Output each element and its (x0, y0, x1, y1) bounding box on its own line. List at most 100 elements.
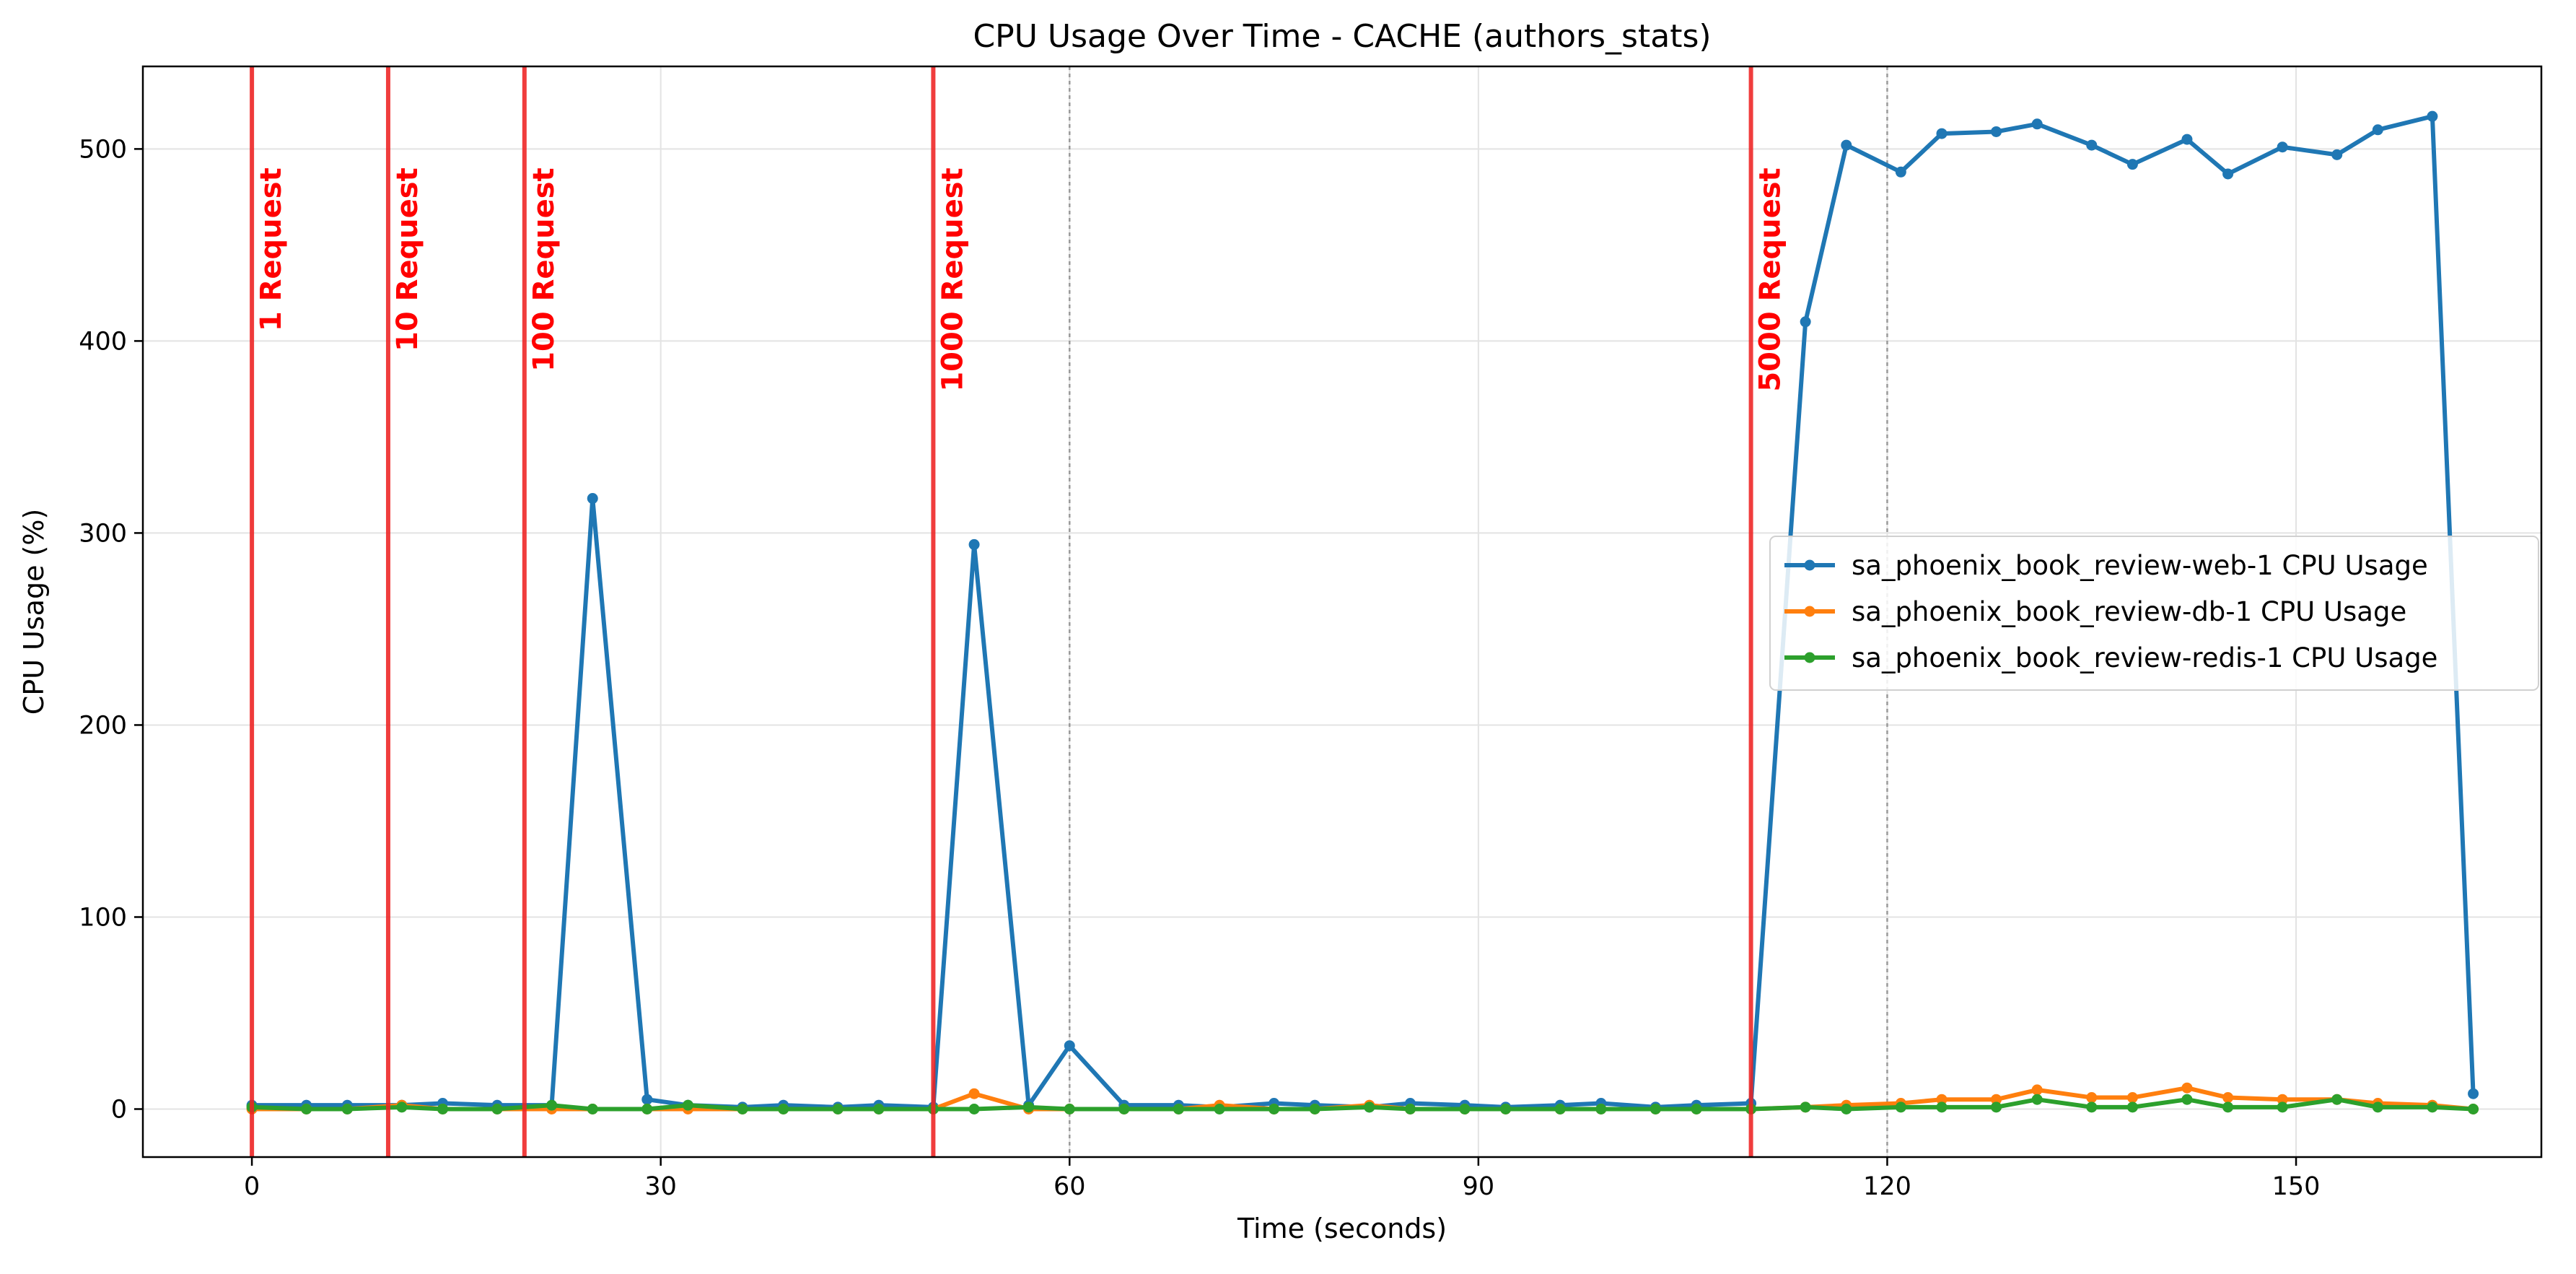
data-point (1023, 1101, 1035, 1113)
data-point (1895, 166, 1906, 178)
data-point (1459, 1103, 1471, 1114)
data-point (1269, 1103, 1280, 1114)
data-point (546, 1099, 558, 1111)
data-point (1118, 1103, 1130, 1114)
data-point (341, 1103, 353, 1114)
data-point (2277, 1101, 2288, 1113)
data-point (1991, 126, 2002, 137)
data-point (778, 1103, 789, 1114)
y-tick-label: 300 (79, 519, 127, 548)
data-point (2331, 1094, 2343, 1105)
data-point (2086, 1092, 2098, 1104)
event-marker-label: 5000 Request (1754, 167, 1787, 391)
series-redis (246, 1094, 2479, 1114)
data-point (587, 493, 598, 505)
data-point (301, 1103, 312, 1114)
data-point (1841, 1103, 1852, 1114)
x-tick-label: 150 (2272, 1172, 2321, 1201)
data-point (1309, 1103, 1320, 1114)
data-point (2222, 1101, 2234, 1113)
data-point (2468, 1088, 2479, 1099)
data-point (1800, 1101, 1811, 1113)
data-point (437, 1103, 448, 1114)
data-point (641, 1094, 653, 1105)
data-point (2126, 1101, 2138, 1113)
legend-item: sa_phoenix_book_review-db-1 CPU Usage (1784, 596, 2406, 627)
legend-marker (1804, 559, 1815, 571)
legend-label: sa_phoenix_book_review-db-1 CPU Usage (1852, 596, 2406, 627)
data-point (2277, 141, 2288, 153)
data-point (1650, 1103, 1661, 1114)
data-point (2222, 1092, 2234, 1104)
data-point (2031, 1084, 2043, 1096)
data-point (2086, 139, 2098, 151)
data-point (2331, 149, 2343, 160)
data-point (737, 1103, 748, 1114)
data-point (2126, 1092, 2138, 1104)
data-point (2468, 1103, 2479, 1114)
event-markers: 1 Request 10 Request 100 Request 1000 Reque… (250, 66, 1787, 1157)
data-point (491, 1103, 503, 1114)
y-tick-label: 200 (79, 711, 127, 740)
data-point (968, 1088, 980, 1099)
data-point (2372, 124, 2383, 136)
data-point (1841, 139, 1852, 151)
data-point (1991, 1094, 2002, 1105)
data-point (1554, 1103, 1566, 1114)
data-point (1691, 1103, 1702, 1114)
legend-box (1769, 536, 2539, 691)
data-point (2031, 118, 2043, 130)
data-point (1595, 1103, 1607, 1114)
data-point (968, 538, 980, 550)
legend-item: sa_phoenix_book_review-web-1 CPU Usage (1784, 550, 2428, 581)
data-point (2372, 1101, 2383, 1113)
data-point (2277, 1094, 2288, 1105)
data-point (832, 1103, 844, 1114)
data-point (1800, 316, 1811, 328)
data-point (1214, 1103, 1225, 1114)
x-tick-label: 120 (1863, 1172, 1911, 1201)
legend: sa_phoenix_book_review-web-1 CPU Usage sa… (1769, 536, 2539, 691)
data-point (1500, 1103, 1512, 1114)
data-point (873, 1103, 885, 1114)
y-tick-label: 500 (79, 135, 127, 164)
data-point (2181, 1082, 2193, 1094)
chart-title: CPU Usage Over Time - CACHE (authors_sta… (973, 18, 1711, 55)
x-tick-label: 30 (644, 1172, 677, 1201)
data-point (1936, 1094, 1948, 1105)
data-point (2181, 134, 2193, 145)
data-point (2181, 1094, 2193, 1105)
data-point (2427, 1101, 2438, 1113)
data-point (1991, 1101, 2002, 1113)
data-point (968, 1103, 980, 1114)
data-point (587, 1103, 598, 1114)
legend-marker (1804, 652, 1815, 663)
x-tick-label: 90 (1463, 1172, 1495, 1201)
dotted-reference-lines (1069, 66, 1888, 1157)
y-axis-label: CPU Usage (%) (18, 509, 50, 715)
legend-item: sa_phoenix_book_review-redis-1 CPU Usage (1784, 642, 2437, 673)
event-marker-label: 1 Request (255, 167, 288, 331)
x-axis-label: Time (seconds) (1237, 1213, 1447, 1244)
data-point (1936, 128, 1948, 139)
legend-marker (1804, 606, 1815, 617)
legend-label: sa_phoenix_book_review-redis-1 CPU Usage (1852, 642, 2437, 673)
y-tick-label: 0 (111, 1095, 127, 1124)
data-point (2126, 159, 2138, 170)
event-marker-label: 10 Request (391, 167, 424, 352)
data-point (1364, 1101, 1375, 1113)
data-point (682, 1099, 693, 1111)
data-point (1064, 1040, 1075, 1052)
series (246, 110, 2479, 1114)
data-point (1895, 1101, 1906, 1113)
x-tick-label: 0 (244, 1172, 260, 1201)
data-point (1064, 1103, 1075, 1114)
data-point (2222, 168, 2234, 180)
data-point (396, 1101, 408, 1113)
legend-label: sa_phoenix_book_review-web-1 CPU Usage (1852, 550, 2428, 581)
data-point (2086, 1101, 2098, 1113)
y-tick-label: 400 (79, 327, 127, 356)
y-tick-label: 100 (79, 903, 127, 932)
data-point (1404, 1103, 1416, 1114)
